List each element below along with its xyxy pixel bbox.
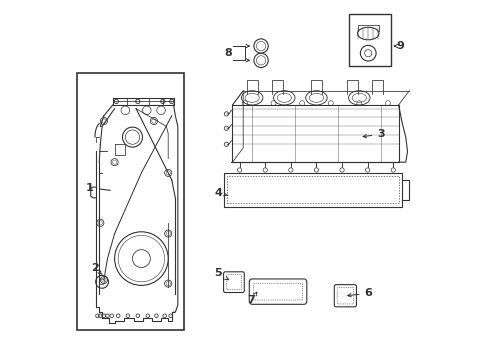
Text: 4: 4 [215,188,228,198]
Text: 6: 6 [348,288,372,298]
Text: 5: 5 [215,269,228,280]
FancyBboxPatch shape [77,73,184,330]
FancyBboxPatch shape [223,272,245,293]
Bar [348,14,392,66]
Text: 7: 7 [247,292,257,305]
Text: 9: 9 [397,41,405,51]
Text: 1: 1 [86,183,110,193]
Text: 8: 8 [224,48,232,58]
FancyBboxPatch shape [337,288,354,304]
FancyBboxPatch shape [334,285,356,307]
Text: 3: 3 [363,129,385,139]
Text: 2: 2 [92,263,102,274]
FancyBboxPatch shape [249,279,307,304]
FancyBboxPatch shape [226,275,242,290]
FancyBboxPatch shape [253,283,302,300]
